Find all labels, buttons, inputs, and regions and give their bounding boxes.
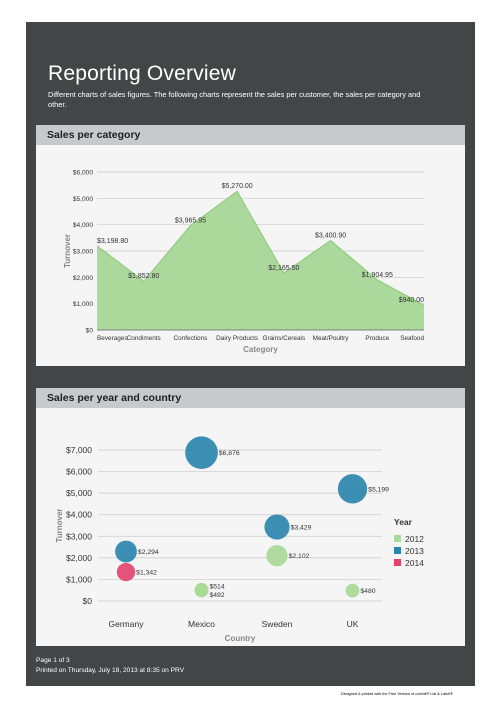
data-label: $1,342 xyxy=(136,570,157,577)
x-tick-label: Sweden xyxy=(262,619,293,629)
y-tick-label: $4,000 xyxy=(66,510,92,520)
y-tick-label: $3,000 xyxy=(73,249,94,256)
bubble xyxy=(115,540,137,563)
data-label: $5,270.00 xyxy=(222,183,253,190)
bubble xyxy=(266,545,288,567)
y-tick-label: $5,000 xyxy=(73,196,94,203)
data-label: $492 xyxy=(209,592,224,599)
x-tick-label: Germany xyxy=(109,619,145,629)
y-tick-label: $3,000 xyxy=(66,531,92,541)
legend-item: 2012 xyxy=(405,534,424,544)
sales-per-year-country-chart: $0 $1,000 $2,000 $3,000 $4,000 $5,000 $6,000 $7… xyxy=(55,436,424,643)
designed-with-note: Designed & printed with the Free Version… xyxy=(341,692,453,696)
data-label: $6,876 xyxy=(219,450,240,457)
bubble xyxy=(185,436,218,470)
y-tick-label: $2,000 xyxy=(66,553,92,563)
y-tick-label: $6,000 xyxy=(73,170,94,177)
x-tick-label: Grains/Cereals xyxy=(263,335,306,342)
x-tick-label: Confections xyxy=(174,335,208,342)
data-label: $5,199 xyxy=(368,486,389,493)
data-label: $3,198.80 xyxy=(97,238,128,245)
data-label: $3,429 xyxy=(291,525,312,532)
data-label: $2,165.50 xyxy=(268,265,299,272)
x-tick-label: Dairy Products xyxy=(216,335,258,342)
x-tick-label: Condiments xyxy=(127,335,161,342)
x-tick-label: Produce xyxy=(365,335,389,342)
data-label: $514 xyxy=(210,583,225,590)
page-title: Reporting Overview xyxy=(48,62,237,85)
sales-per-category-panel: Sales per category $0 $1,000 $2,000 $3,000 $… xyxy=(36,125,465,366)
data-label: $3,965.95 xyxy=(175,218,206,225)
bubble xyxy=(337,474,368,504)
data-label: $2,102 xyxy=(289,553,310,560)
y-axis-title: Turnover xyxy=(55,508,64,542)
legend-title: Year xyxy=(394,517,413,527)
sales-per-year-country-panel: Sales per year and country $0 $1,000 $2,00… xyxy=(36,388,465,646)
y-tick-label: $6,000 xyxy=(66,467,92,477)
bubble xyxy=(194,583,209,598)
area-series xyxy=(97,191,424,330)
data-label: $1,904.95 xyxy=(362,272,393,279)
data-label: $480 xyxy=(360,588,375,595)
page-number: Page 1 of 3 xyxy=(36,657,70,664)
x-axis-title: Country xyxy=(225,634,256,643)
x-tick-label: Meat/Poultry xyxy=(313,335,350,342)
y-axis-title: Turnover xyxy=(63,234,72,268)
x-tick-label: Mexico xyxy=(188,619,215,629)
panel-title: Sales per year and country xyxy=(36,388,465,408)
data-label: $2,294 xyxy=(138,549,159,556)
x-tick-label: UK xyxy=(347,619,359,629)
legend-item: 2013 xyxy=(405,546,424,556)
area-series-line xyxy=(96,190,425,306)
y-tick-label: $5,000 xyxy=(66,488,92,498)
y-tick-label: $1,000 xyxy=(66,574,92,584)
printed-date: Printed on Thursday, July 18, 2013 at 8:… xyxy=(36,667,185,674)
x-tick-label: Beverages xyxy=(97,335,128,342)
bubble xyxy=(264,514,290,540)
bubble xyxy=(345,583,360,598)
y-tick-label: $2,000 xyxy=(73,275,94,282)
legend-swatch xyxy=(394,535,401,542)
bubble xyxy=(116,562,136,582)
data-label: $3,400.90 xyxy=(315,232,346,239)
page-description: Different charts of sales figures. The f… xyxy=(48,90,421,109)
y-tick-label: $0 xyxy=(86,328,94,335)
legend-item: 2014 xyxy=(405,558,424,568)
x-tick-label: Seafood xyxy=(400,335,424,342)
y-tick-label: $0 xyxy=(83,596,93,606)
legend-swatch xyxy=(394,547,401,554)
panel-title: Sales per category xyxy=(36,125,465,145)
y-tick-label: $7,000 xyxy=(66,445,92,455)
data-label: $1,852.80 xyxy=(128,273,159,280)
x-axis-title: Category xyxy=(243,345,278,354)
legend-swatch xyxy=(394,559,401,566)
sales-per-category-chart: $0 $1,000 $2,000 $3,000 $4,000 $5,000 $6,000 $3… xyxy=(63,170,425,355)
y-tick-label: $1,000 xyxy=(73,301,94,308)
data-label: $940.00 xyxy=(399,297,424,304)
y-tick-label: $4,000 xyxy=(73,222,94,229)
